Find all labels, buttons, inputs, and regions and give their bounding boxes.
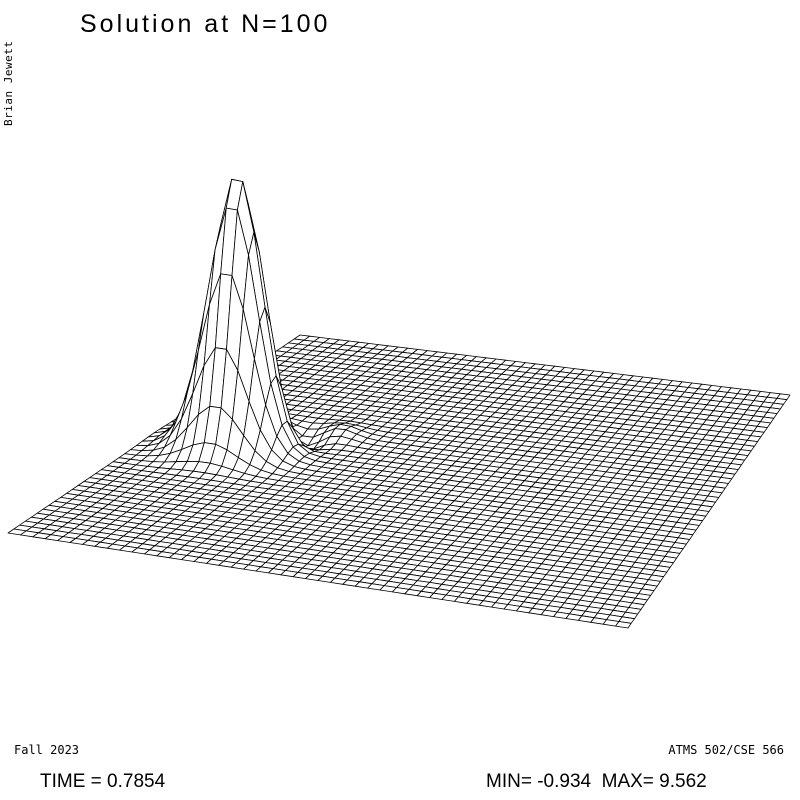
term-label: Fall 2023 — [14, 743, 80, 757]
minmax-label: MIN= -0.934 MAX= 9.562 — [486, 771, 707, 792]
course-label: ATMS 502/CSE 566 — [668, 743, 784, 757]
author-label: Brian Jewett — [2, 40, 15, 126]
time-label: TIME = 0.7854 — [40, 771, 166, 792]
surface-cell — [615, 621, 632, 629]
chart-title: Solution at N=100 — [80, 10, 331, 38]
